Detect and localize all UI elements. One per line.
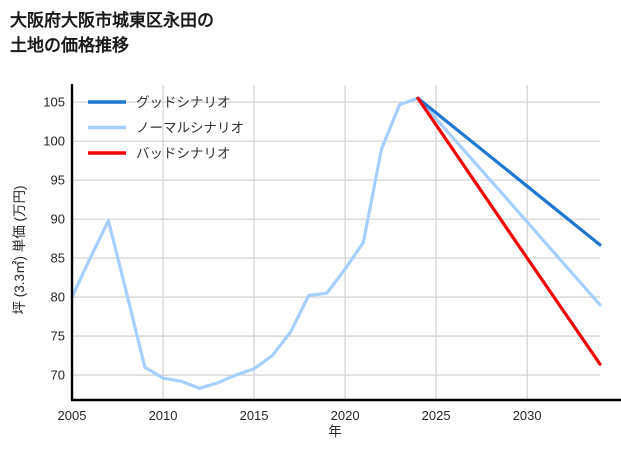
y-axis-title: 坪 (3.3㎡) 単価 (万円) — [12, 185, 27, 314]
y-tick-label: 105 — [43, 95, 65, 110]
x-axis-title: 年 — [328, 424, 342, 439]
x-tick-label: 2025 — [422, 408, 451, 423]
series-line-normal — [70, 96, 602, 390]
x-tick-label: 2010 — [149, 408, 178, 423]
y-tick-label: 80 — [51, 290, 65, 305]
series-lines — [70, 96, 602, 390]
legend-label: ノーマルシナリオ — [136, 121, 244, 136]
legend-label: バッドシナリオ — [136, 146, 231, 161]
x-tick-label: 2005 — [58, 408, 87, 423]
x-tick-label: 2020 — [331, 408, 360, 423]
gridlines — [71, 85, 600, 400]
x-tick-label: 2030 — [513, 408, 542, 423]
x-tick-label: 2015 — [240, 408, 269, 423]
y-tick-label: 90 — [51, 212, 65, 227]
y-tick-label: 95 — [51, 173, 65, 188]
series-line-good — [416, 96, 602, 247]
axis-spines — [70, 84, 621, 402]
y-tick-label: 70 — [51, 368, 65, 383]
y-tick-label: 85 — [51, 251, 65, 266]
series-line-bad — [416, 96, 602, 366]
x-tick-labels: 2005 2010 2015 2020 2025 2030 — [58, 408, 542, 423]
y-tick-labels: 70 75 80 85 90 95 100 105 — [43, 95, 65, 383]
legend-label: グッドシナリオ — [136, 95, 231, 110]
y-tick-label: 75 — [51, 329, 65, 344]
y-tick-label: 100 — [43, 134, 65, 149]
chart-title: 大阪府大阪市城東区永田の 土地の価格推移 — [10, 11, 214, 55]
